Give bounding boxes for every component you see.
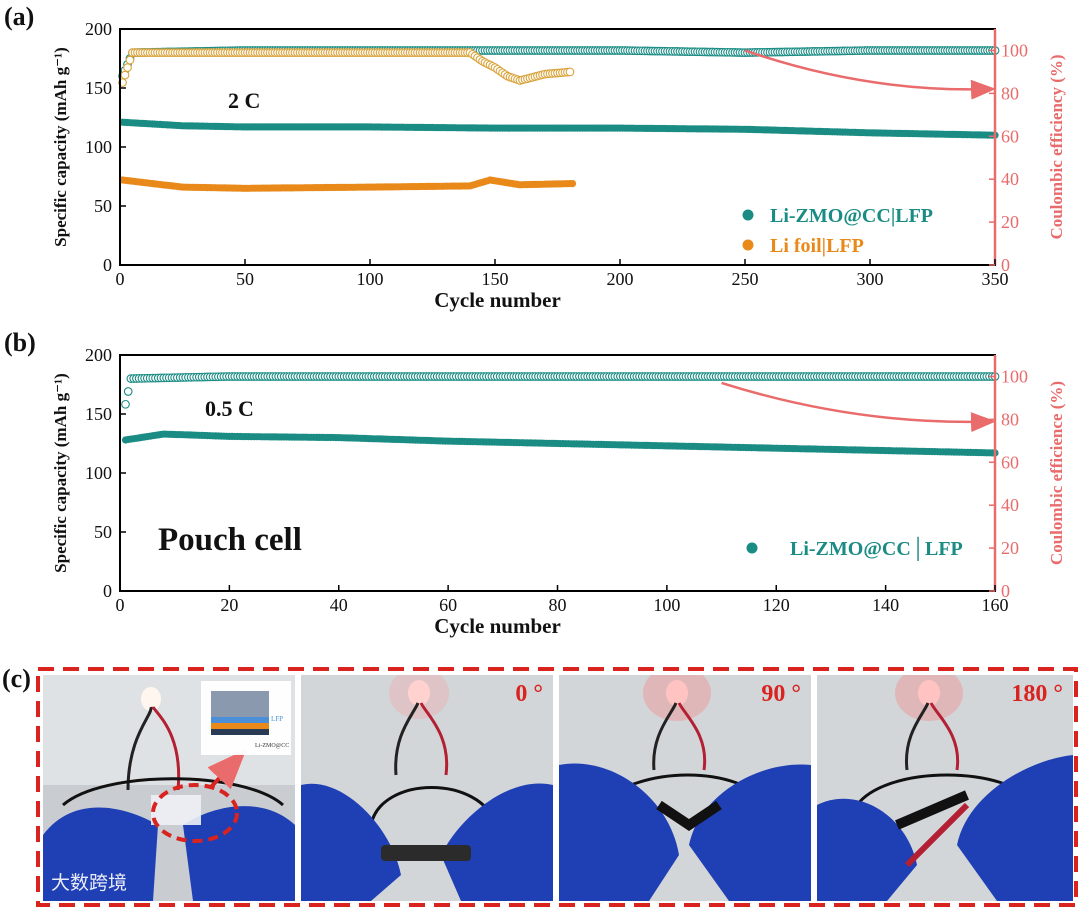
chart0-frame — [119, 28, 996, 266]
chart0-rate-annotation: 2 C — [228, 88, 260, 113]
chart1-trend-arrow — [721, 381, 996, 433]
chart1-y-tick-label: 100 — [85, 463, 112, 483]
chart1-y2-tick-label: 0 — [1001, 581, 1010, 601]
chart1-x-tick-label: 160 — [982, 595, 1009, 615]
photo-frame: (c) — [2, 664, 1078, 907]
highlight-circle — [151, 783, 239, 843]
chart0-capacity-point — [568, 180, 577, 188]
chart0-y-tick-label: 150 — [85, 78, 112, 98]
chart0-efficiency-point — [125, 55, 135, 65]
angle-label-90: 90 ° — [761, 681, 801, 707]
photo-panel-4: 180 ° — [817, 675, 1073, 901]
chart0-legend-label: Li-ZMO@CC|LFP — [770, 205, 933, 227]
chart1-y-tick-label: 50 — [94, 522, 112, 542]
chart1-pouch-annotation: Pouch cell — [158, 522, 302, 558]
chart1-y-tick-label: 150 — [85, 404, 112, 424]
chart1-x-tick-label: 140 — [872, 595, 899, 615]
chart0-legend-marker — [742, 239, 754, 251]
watermark: 大数跨境 — [51, 872, 128, 894]
chart1-y2-tick-label: 100 — [1001, 366, 1028, 386]
chart0-legend-label: Li foil|LFP — [770, 235, 864, 257]
chart0-x-axis-label: Cycle number — [434, 288, 561, 312]
photo-panel-3: 90 ° — [559, 675, 811, 901]
chart0-efficiency-point — [123, 63, 132, 72]
chart1-y-tick-label: 0 — [103, 581, 112, 601]
chart0-legend-marker — [742, 209, 754, 221]
chart1-legend-label: Li-ZMO@CC│LFP — [790, 536, 963, 562]
chart0-x-tick-label: 250 — [732, 269, 759, 289]
photo-scene-1: LFP Li-ZMO@CC — [43, 675, 295, 901]
chart1-rate-annotation: 0.5 C — [205, 396, 254, 421]
panel-label-c: (c) — [2, 664, 31, 693]
chart1-legend-marker — [746, 542, 758, 554]
chart0-y-tick-label: 200 — [85, 19, 112, 39]
chart1-y2-tick-label: 60 — [1001, 452, 1019, 472]
chart0-x-tick-label: 350 — [982, 269, 1009, 289]
chart0-y-tick-label: 50 — [94, 196, 112, 216]
chart1-efficiency-point — [123, 387, 133, 396]
chart1-y-axis-label: Specific capacity (mAh g⁻¹) — [51, 373, 70, 573]
inset-label-anode: Li-ZMO@CC — [255, 743, 289, 749]
chart0-efficiency-point — [120, 70, 130, 80]
photo-scene-3 — [559, 675, 811, 901]
chart1-x-tick-label: 20 — [220, 595, 238, 615]
chart1-x-tick-label: 80 — [549, 595, 567, 615]
photo-panel-2: 0 ° — [301, 675, 553, 901]
dashed-border — [36, 667, 1078, 907]
chart0-y2-tick-label: 100 — [1001, 40, 1028, 60]
inset-label-lfp: LFP — [271, 715, 283, 723]
chart0-efficiency-point — [565, 67, 575, 77]
chart1-x-tick-label: 40 — [330, 595, 348, 615]
chart0-x-tick-label: 50 — [236, 269, 254, 289]
angle-label-0: 0 ° — [515, 681, 543, 707]
chart1-x-tick-label: 60 — [439, 595, 457, 615]
chart0-x-tick-label: 150 — [482, 269, 509, 289]
chart0-x-tick-label: 0 — [116, 269, 125, 289]
chart0-y2-tick-label: 80 — [1001, 83, 1019, 103]
charts-layer: 0 50 100 150 200 250 300 3500501001502000204060… — [4, 2, 1066, 638]
chart0-y-axis-label: Specific capacity (mAh g⁻¹) — [51, 47, 70, 247]
chart1-y2-axis-label: Coulombic efficience (%) — [1047, 381, 1066, 565]
chart1-y-tick-label: 200 — [85, 345, 112, 365]
photo-panel-1: LFP Li-ZMO@CC 大数跨境 — [43, 675, 295, 901]
chart0-y2-tick-label: 40 — [1001, 169, 1019, 189]
chart1-y2-tick-label: 20 — [1001, 538, 1019, 558]
chart0-y-tick-label: 100 — [85, 137, 112, 157]
chart0-x-tick-label: 300 — [857, 269, 884, 289]
chart1-panel-label: (b) — [4, 328, 36, 357]
chart0-y-tick-label: 0 — [103, 255, 112, 275]
chart1-x-tick-label: 100 — [653, 595, 680, 615]
chart1-efficiency-point — [121, 399, 130, 409]
chart1-x-tick-label: 120 — [763, 595, 790, 615]
chart1-x-tick-label: 0 — [116, 595, 125, 615]
angle-label-180: 180 ° — [1011, 681, 1063, 707]
chart1-x-axis-label: Cycle number — [434, 614, 561, 638]
chart0-y2-axis-label: Coulombic efficiency (%) — [1047, 54, 1066, 239]
chart1-y2-tick-label: 80 — [1001, 409, 1019, 429]
chart0-x-tick-label: 100 — [357, 269, 384, 289]
chart0-trend-arrow — [744, 49, 996, 100]
chart1-y2-tick-label: 40 — [1001, 495, 1019, 515]
chart0-y2-tick-label: 60 — [1001, 126, 1019, 146]
chart0-y2-tick-label: 20 — [1001, 212, 1019, 232]
chart0-y2-tick-label: 0 — [1001, 255, 1010, 275]
chart0-panel-label: (a) — [4, 2, 34, 31]
chart0-x-tick-label: 200 — [607, 269, 634, 289]
photo-scene-4 — [817, 675, 1073, 901]
photo-scene-2 — [301, 675, 553, 901]
